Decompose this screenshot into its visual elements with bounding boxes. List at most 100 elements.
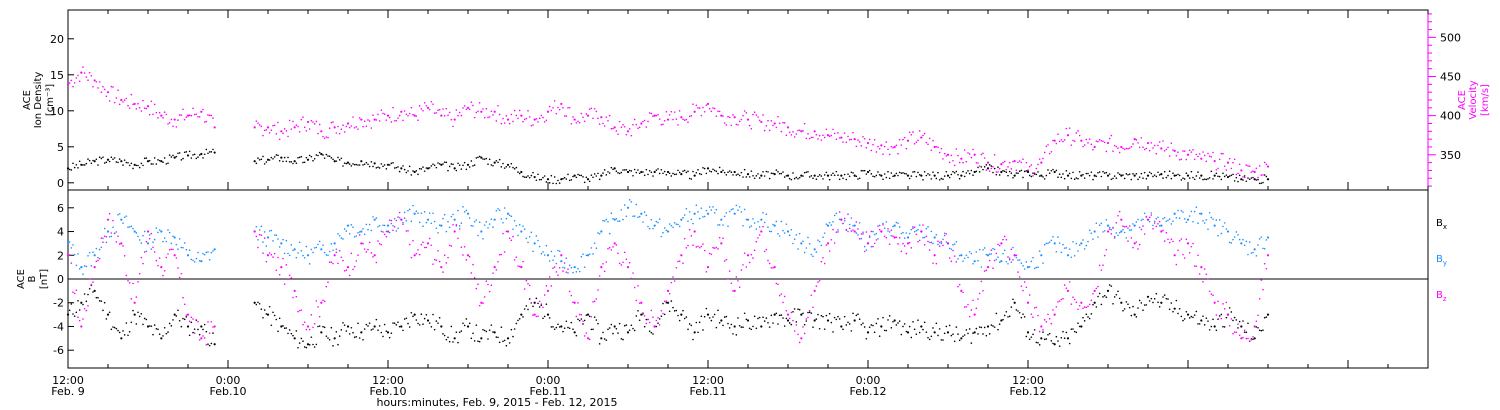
- data-point: [885, 176, 888, 179]
- data-point: [373, 162, 376, 165]
- data-point: [405, 113, 408, 116]
- data-point: [198, 333, 201, 336]
- data-point: [633, 329, 636, 332]
- data-point: [590, 247, 593, 249]
- data-point: [782, 301, 784, 304]
- data-point: [775, 312, 778, 315]
- data-point: [100, 237, 103, 239]
- data-point: [917, 139, 919, 142]
- data-point: [1066, 337, 1070, 340]
- data-point: [345, 162, 348, 165]
- data-point: [1200, 319, 1203, 322]
- data-point: [887, 170, 889, 173]
- data-point: [1235, 331, 1238, 334]
- data-point: [872, 245, 874, 248]
- data-point: [110, 235, 113, 238]
- data-point: [668, 310, 671, 313]
- data-point: [727, 225, 729, 227]
- data-point: [432, 103, 434, 105]
- data-point: [1138, 226, 1141, 229]
- data-point: [298, 309, 301, 312]
- data-point: [838, 137, 841, 139]
- data-point: [740, 269, 743, 271]
- data-point: [890, 229, 893, 231]
- data-point: [137, 164, 139, 167]
- data-point: [920, 136, 923, 139]
- data-point: [653, 170, 656, 174]
- data-point: [90, 162, 93, 165]
- data-point: [1197, 155, 1199, 158]
- data-point: [923, 244, 926, 246]
- data-point: [882, 178, 884, 181]
- data-point: [850, 330, 853, 332]
- data-point: [450, 163, 453, 165]
- data-point: [78, 319, 81, 322]
- data-point: [803, 171, 806, 174]
- data-point: [435, 111, 438, 114]
- data-point: [687, 170, 689, 173]
- data-point: [1200, 174, 1203, 177]
- data-point: [1197, 323, 1199, 325]
- data-point: [275, 234, 278, 237]
- data-point: [535, 297, 538, 300]
- data-point: [157, 117, 159, 119]
- data-point: [478, 221, 481, 224]
- data-point: [146, 105, 150, 108]
- data-point: [977, 162, 979, 164]
- data-point: [592, 301, 594, 303]
- data-point: [860, 237, 863, 240]
- data-point: [77, 316, 79, 319]
- data-point: [1098, 138, 1101, 141]
- data-point: [350, 224, 353, 226]
- data-point: [725, 258, 728, 261]
- bottom-left-title-line2: B: [27, 275, 38, 282]
- data-point: [132, 103, 134, 106]
- data-point: [452, 125, 454, 128]
- data-point: [135, 232, 138, 234]
- data-point: [922, 328, 924, 331]
- data-point: [535, 179, 538, 182]
- data-point: [327, 136, 329, 139]
- data-point: [758, 234, 761, 236]
- data-point: [1070, 144, 1073, 146]
- data-point: [752, 325, 754, 328]
- data-point: [933, 174, 936, 177]
- data-point: [848, 323, 851, 325]
- data-point: [1158, 306, 1161, 308]
- data-point: [692, 222, 694, 225]
- data-point: [460, 222, 463, 224]
- data-point: [1230, 174, 1233, 177]
- xtick-label-time: 0:00: [536, 374, 561, 387]
- data-point: [97, 87, 99, 89]
- data-point: [617, 252, 619, 255]
- data-point: [650, 218, 653, 221]
- data-point: [426, 106, 430, 109]
- data-point: [602, 219, 604, 222]
- data-point: [403, 211, 406, 214]
- data-point: [435, 320, 438, 322]
- data-point: [917, 240, 919, 243]
- data-point: [383, 164, 386, 166]
- data-point: [88, 251, 91, 254]
- data-point: [1158, 220, 1161, 223]
- data-point: [988, 253, 991, 255]
- data-point: [1032, 316, 1034, 319]
- data-point: [1053, 242, 1056, 245]
- data-point: [1052, 342, 1054, 345]
- data-point: [370, 252, 373, 254]
- data-point: [792, 242, 794, 245]
- data-point: [752, 218, 754, 220]
- data-point: [842, 177, 844, 180]
- data-point: [1248, 178, 1251, 181]
- data-point: [663, 119, 666, 122]
- data-point: [462, 322, 464, 325]
- data-point: [180, 325, 183, 328]
- data-point: [786, 174, 790, 177]
- data-point: [778, 172, 781, 175]
- data-point: [402, 165, 404, 167]
- data-point: [1058, 345, 1061, 347]
- data-point: [753, 111, 756, 114]
- data-point: [1050, 239, 1053, 242]
- data-point: [1195, 153, 1198, 156]
- data-point: [797, 248, 799, 250]
